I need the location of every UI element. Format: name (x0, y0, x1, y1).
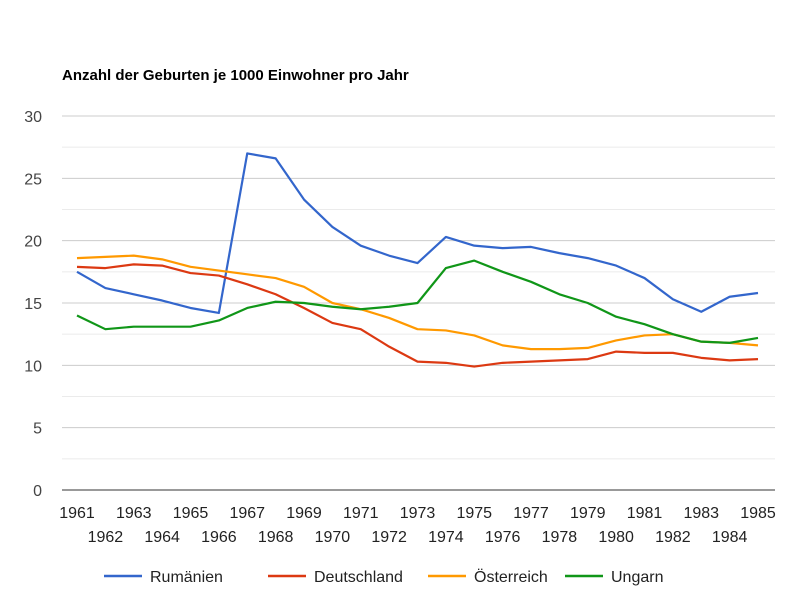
y-tick-label: 20 (24, 234, 42, 251)
x-tick-label: 1976 (485, 529, 521, 546)
x-tick-label: 1966 (201, 529, 237, 546)
chart-title: Anzahl der Geburten je 1000 Einwohner pr… (62, 67, 409, 84)
y-axis-ticks: 0 5 10 15 20 25 30 (24, 109, 42, 500)
x-tick-label: 1965 (173, 505, 209, 522)
legend: Rumänien Deutschland Österreich Ungarn (104, 568, 663, 586)
x-tick-label: 1972 (371, 529, 407, 546)
x-tick-label: 1983 (683, 505, 719, 522)
x-tick-label: 1982 (655, 529, 691, 546)
x-tick-label: 1964 (144, 529, 180, 546)
y-tick-label: 5 (33, 421, 42, 438)
x-tick-label: 1971 (343, 505, 379, 522)
y-tick-label: 10 (24, 358, 42, 375)
x-tick-label: 1975 (456, 505, 492, 522)
x-tick-label: 1961 (59, 505, 95, 522)
x-tick-label: 1985 (740, 505, 776, 522)
x-tick-label: 1981 (627, 505, 663, 522)
series-line-deutschland (76, 263, 759, 368)
x-axis-ticks: 1961 1962 1963 1964 1965 1966 1967 1968 1969 1970… (59, 505, 776, 546)
x-tick-label: 1978 (542, 529, 578, 546)
legend-label: Österreich (474, 568, 548, 586)
series-lines (76, 152, 759, 368)
y-tick-label: 30 (24, 109, 42, 126)
y-tick-label: 0 (33, 483, 42, 500)
series-line-ungarn (76, 259, 759, 344)
y-tick-label: 25 (24, 171, 42, 188)
x-tick-label: 1973 (400, 505, 436, 522)
x-tick-label: 1980 (598, 529, 634, 546)
x-tick-label: 1967 (229, 505, 265, 522)
series-line-rumänien (76, 152, 759, 315)
x-tick-label: 1968 (258, 529, 294, 546)
gridlines (62, 115, 775, 491)
x-tick-label: 1974 (428, 529, 464, 546)
x-tick-label: 1969 (286, 505, 322, 522)
legend-label: Rumänien (150, 569, 223, 586)
legend-label: Deutschland (314, 569, 403, 586)
series-line-österreich (76, 254, 759, 351)
x-tick-label: 1970 (315, 529, 351, 546)
x-tick-label: 1962 (88, 529, 124, 546)
x-tick-label: 1979 (570, 505, 606, 522)
y-tick-label: 15 (24, 296, 42, 313)
x-tick-label: 1963 (116, 505, 152, 522)
x-tick-label: 1977 (513, 505, 549, 522)
legend-label: Ungarn (611, 569, 663, 586)
x-tick-label: 1984 (712, 529, 748, 546)
